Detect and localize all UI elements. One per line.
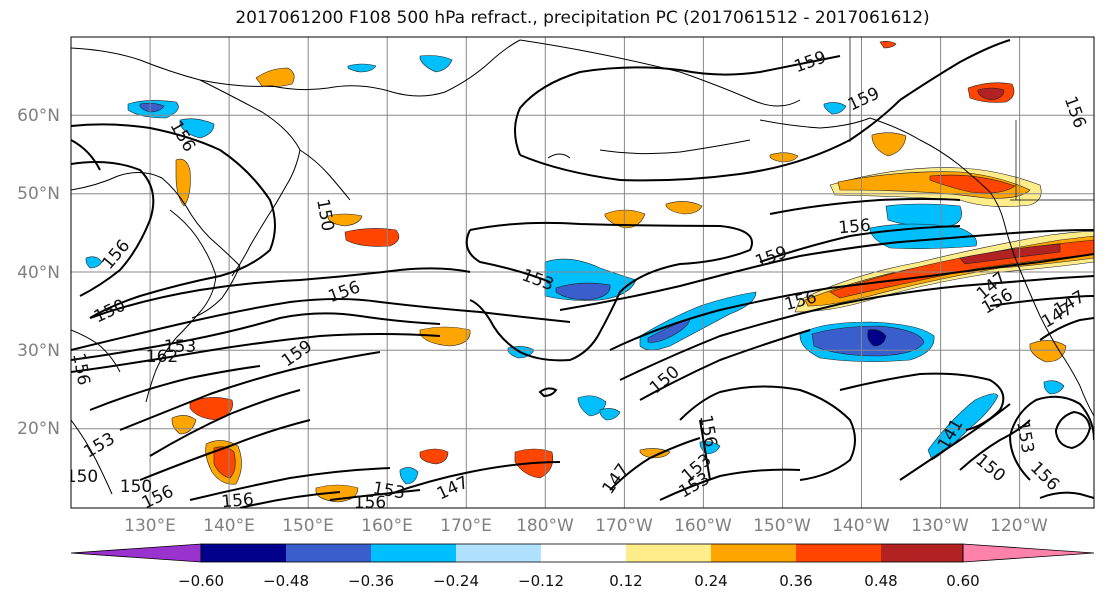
- lat-label: 20°N: [17, 419, 60, 439]
- lon-label: 140°E: [203, 516, 255, 536]
- contour-label: 156: [68, 351, 93, 386]
- borders: [849, 37, 1094, 201]
- colorbar-tick-label: −0.60: [178, 572, 224, 590]
- map-panel: 159 159 156 156 156 156 153 150 150 156 …: [66, 37, 1094, 513]
- colorbar-segment: [201, 544, 286, 562]
- lon-label: 140°W: [832, 516, 890, 536]
- contour-label: 153: [164, 337, 196, 357]
- latitude-labels: 60°N 50°N 40°N 30°N 20°N: [17, 106, 60, 439]
- colorbar-segment: [962, 543, 1095, 563]
- colorbar-segment: [796, 544, 881, 562]
- colorbar-segment: [711, 544, 796, 562]
- lat-label: 60°N: [17, 106, 60, 126]
- longitude-labels: 130°E 140°E 150°E 160°E 170°E 180°W 170°…: [124, 516, 1048, 536]
- contour-label: 156: [354, 493, 386, 513]
- lat-label: 30°N: [17, 341, 60, 361]
- colorbar-segment: [286, 544, 371, 562]
- contour-label: 150: [66, 467, 98, 487]
- lon-label: 160°W: [674, 516, 732, 536]
- lat-label: 40°N: [17, 263, 60, 283]
- colorbar-segment: [70, 543, 202, 563]
- colorbar: −0.60 −0.48 −0.36 −0.24 −0.12 0.12 0.24 …: [70, 543, 1095, 590]
- lon-label: 130°W: [911, 516, 969, 536]
- refractivity-contours: [71, 39, 1094, 508]
- map-frame: [70, 36, 1095, 509]
- colorbar-segment: [541, 544, 626, 562]
- lon-label: 180°W: [516, 516, 574, 536]
- colorbar-tick-label: 0.48: [864, 572, 897, 590]
- colorbar-tick-label: −0.36: [348, 572, 394, 590]
- colorbar-segment: [626, 544, 711, 562]
- colorbar-tick-label: −0.24: [433, 572, 479, 590]
- contour-label: 150: [120, 477, 152, 497]
- lon-label: 130°E: [124, 516, 176, 536]
- lon-label: 170°E: [440, 516, 492, 536]
- map-title: 2017061200 F108 500 hPa refract., precip…: [235, 8, 930, 28]
- colorbar-tick-label: −0.12: [518, 572, 564, 590]
- contour-label: 162: [146, 347, 178, 367]
- lon-label: 120°W: [990, 516, 1048, 536]
- colorbar-segment: [456, 544, 541, 562]
- colorbar-tick-label: −0.48: [263, 572, 309, 590]
- precip-fields: [85, 41, 1094, 503]
- contour-label: 156: [221, 490, 255, 513]
- graticule: [71, 37, 1094, 508]
- colorbar-segment: [881, 544, 963, 562]
- colorbar-tick-label: 0.12: [609, 572, 642, 590]
- contour-label: 156: [838, 216, 872, 239]
- lon-label: 150°E: [282, 516, 334, 536]
- lon-label: 170°W: [595, 516, 653, 536]
- colorbar-segment: [371, 544, 456, 562]
- lat-label: 50°N: [17, 184, 60, 204]
- colorbar-tick-label: 0.24: [694, 572, 727, 590]
- colorbar-tick-label: 0.36: [779, 572, 812, 590]
- colorbar-tick-label: 0.60: [946, 572, 979, 590]
- lon-label: 160°E: [361, 516, 413, 536]
- lon-label: 150°W: [753, 516, 811, 536]
